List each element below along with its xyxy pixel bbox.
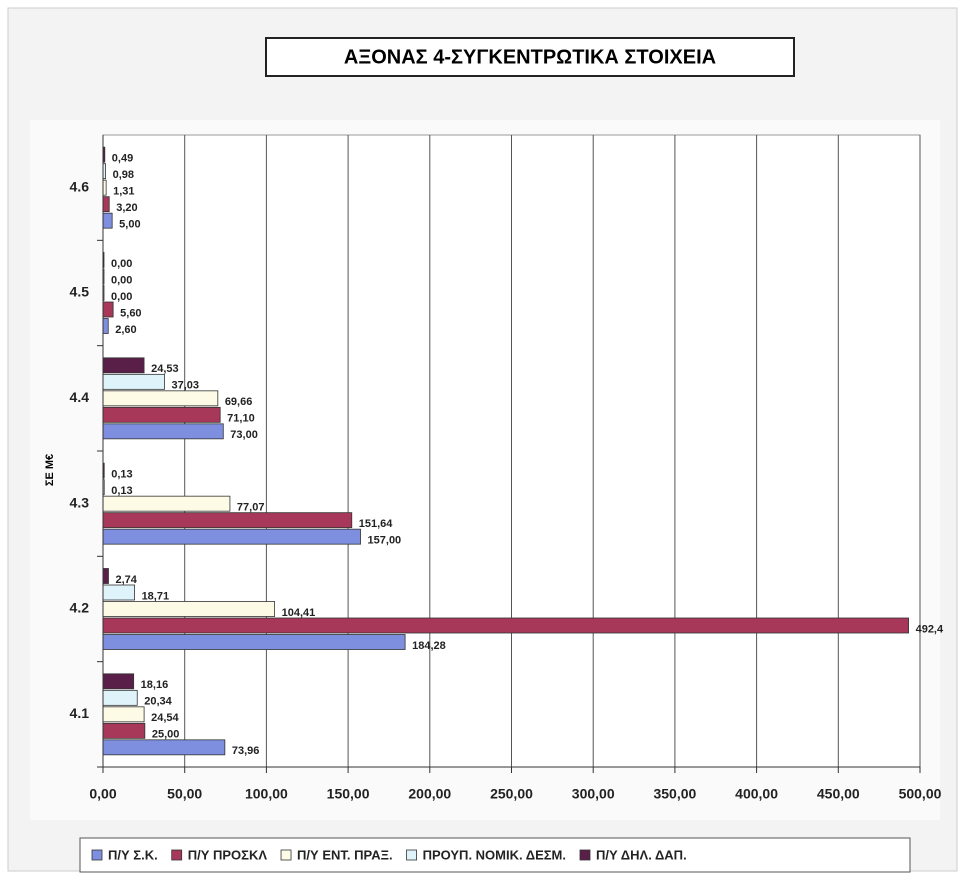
bar (102, 673, 135, 690)
value-label: 73,00 (230, 429, 258, 441)
value-label: 3,20 (116, 202, 137, 214)
value-label: 24,54 (151, 712, 179, 724)
x-tick-label: 50,00 (167, 786, 202, 802)
bar (102, 634, 406, 650)
value-label: 25,00 (152, 729, 180, 741)
bar (102, 301, 114, 318)
bar (102, 601, 276, 617)
x-tick-label: 350,00 (653, 786, 696, 802)
y-tick-label: 4.6 (70, 178, 90, 194)
y-tick-label: 4.1 (70, 705, 90, 721)
bar (102, 739, 226, 756)
bar (102, 528, 361, 545)
value-label: 71,10 (227, 413, 255, 425)
bar (102, 406, 221, 423)
value-label: 20,34 (144, 696, 172, 708)
legend-label: Π/Υ ΕΝΤ. ΠΡΑΞ. (297, 847, 393, 862)
y-axis-label: ΣΕ Μ€ (44, 454, 56, 486)
legend-marker (280, 849, 292, 861)
bar (102, 357, 145, 374)
legend-label: Π/Υ Σ.Κ. (108, 847, 158, 862)
value-label: 24,53 (151, 363, 179, 375)
value-label: 0,00 (111, 291, 132, 303)
bar (102, 390, 219, 407)
bar (102, 512, 353, 529)
x-tick-label: 250,00 (490, 786, 533, 802)
value-label: 0,98 (113, 169, 134, 181)
bar (102, 318, 109, 334)
legend-marker (91, 849, 103, 861)
bar (102, 196, 110, 213)
bar (102, 706, 145, 723)
value-label: 5,00 (119, 219, 140, 231)
value-label: 184,28 (412, 640, 446, 652)
value-label: 18,16 (141, 679, 169, 691)
chart-title: ΑΞΟΝΑΣ 4-ΣΥΓΚΕΝΤΡΩΤΙΚΑ ΣΤΟΙΧΕΙΑ (344, 46, 716, 68)
value-label: 0,13 (111, 485, 132, 497)
value-label: 0,00 (111, 274, 132, 286)
bar (102, 568, 109, 584)
x-tick-label: 100,00 (245, 786, 288, 802)
value-label: 77,07 (237, 502, 265, 514)
value-label: 151,64 (359, 518, 394, 530)
bar (102, 689, 138, 706)
legend-marker (171, 849, 183, 861)
bar (102, 373, 165, 390)
bar (102, 722, 146, 739)
x-tick-label: 300,00 (572, 786, 615, 802)
x-tick-label: 200,00 (408, 786, 451, 802)
bar (102, 423, 224, 440)
bar (102, 212, 113, 229)
legend-label: ΠΡΟΥΠ. ΝΟΜΙΚ. ΔΕΣΜ. (423, 847, 566, 862)
bar (102, 584, 135, 601)
value-label: 0,00 (111, 258, 132, 270)
bar (102, 495, 231, 512)
y-tick-label: 4.4 (70, 389, 90, 405)
x-tick-label: 150,00 (327, 786, 370, 802)
x-tick-label: 500,00 (899, 786, 942, 802)
legend-marker (406, 849, 417, 861)
y-tick-label: 4.2 (70, 600, 90, 616)
value-label: 157,00 (368, 535, 402, 547)
value-label: 492,4 (916, 623, 944, 635)
value-label: 37,03 (172, 380, 200, 392)
value-label: 2,74 (115, 574, 137, 586)
value-label: 5,60 (120, 307, 141, 319)
value-label: 69,66 (225, 396, 253, 408)
legend-label: Π/Υ ΠΡΟΣΚΛ (188, 847, 268, 862)
y-tick-label: 4.3 (70, 494, 90, 510)
bar (102, 617, 909, 634)
value-label: 0,13 (111, 469, 132, 481)
title-box (265, 37, 795, 77)
value-label: 0,49 (112, 153, 133, 165)
y-tick-label: 4.5 (70, 284, 90, 300)
x-tick-label: 450,00 (817, 786, 860, 802)
value-label: 2,60 (115, 324, 136, 336)
value-label: 104,41 (282, 607, 316, 619)
x-tick-label: 400,00 (735, 786, 778, 802)
x-tick-label: 0,00 (89, 786, 116, 802)
value-label: 73,96 (232, 745, 260, 757)
legend-marker (579, 849, 591, 861)
value-label: 1,31 (113, 186, 134, 198)
legend-label: Π/Υ ΔΗΛ. ΔΑΠ. (596, 847, 687, 862)
value-label: 18,71 (142, 590, 170, 602)
legend-box (79, 837, 911, 873)
